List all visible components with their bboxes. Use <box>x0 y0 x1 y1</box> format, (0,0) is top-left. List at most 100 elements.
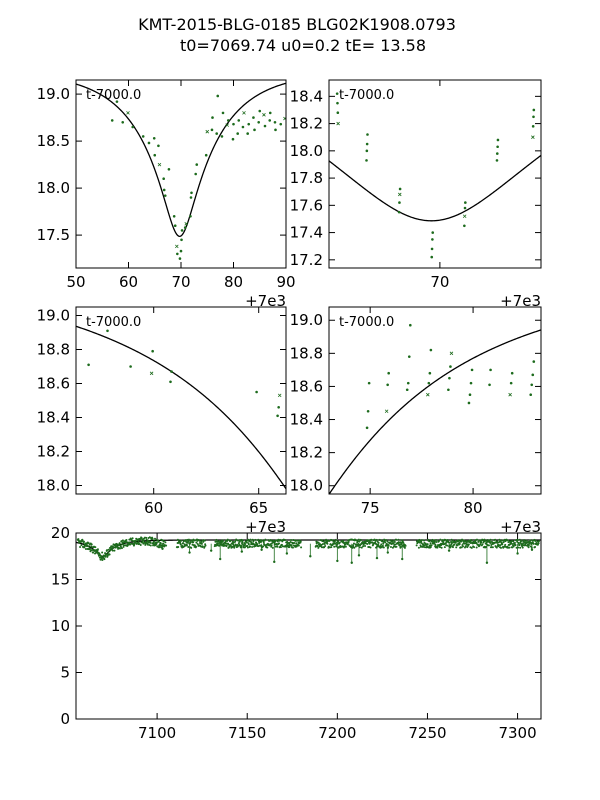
panel-5-plot-area <box>76 536 541 564</box>
data-point <box>87 542 90 545</box>
data-point <box>466 546 469 549</box>
data-point <box>176 252 179 256</box>
data-point <box>346 543 349 546</box>
data-point <box>87 545 90 548</box>
data-point <box>225 544 228 547</box>
data-point <box>242 543 245 546</box>
data-point <box>335 92 339 95</box>
data-point <box>525 539 528 542</box>
data-point <box>420 539 423 542</box>
data-point <box>511 542 514 545</box>
data-point <box>429 542 432 545</box>
data-point <box>141 135 145 138</box>
model-curve-line <box>329 329 541 494</box>
data-point <box>464 545 467 548</box>
data-point <box>103 558 106 561</box>
data-point <box>237 539 240 542</box>
x-tick-label: 70 <box>430 273 449 291</box>
data-point <box>99 558 102 561</box>
data-point <box>496 138 500 142</box>
data-point <box>438 546 441 549</box>
data-point <box>187 546 190 549</box>
data-point <box>518 543 521 546</box>
data-point <box>529 545 532 548</box>
data-point <box>92 551 95 554</box>
data-point <box>106 549 108 552</box>
data-point <box>317 546 320 549</box>
data-point <box>220 135 224 138</box>
data-point <box>387 544 390 547</box>
data-point <box>367 381 371 385</box>
x-tick-label: 60 <box>119 273 138 291</box>
data-point <box>254 538 257 541</box>
data-point <box>137 541 140 544</box>
data-point <box>362 545 365 548</box>
data-point <box>253 128 256 132</box>
data-point <box>434 543 437 546</box>
y-tick-label: 18.2 <box>37 443 70 461</box>
data-point <box>125 540 128 543</box>
data-point <box>287 544 290 547</box>
data-point-cross <box>242 111 246 115</box>
data-point <box>354 545 357 548</box>
panel-3-plot-area <box>76 325 286 490</box>
data-point <box>129 543 132 546</box>
data-point <box>262 541 265 544</box>
model-curve-line <box>329 154 541 222</box>
data-point <box>279 539 282 542</box>
panel-annotation: t-7000.0 <box>339 88 394 103</box>
data-point <box>316 545 319 548</box>
data-point <box>280 543 283 546</box>
data-point <box>176 538 179 541</box>
data-point <box>180 229 184 232</box>
data-point <box>155 541 158 544</box>
y-tick-label: 18.2 <box>290 444 323 462</box>
data-point <box>495 546 498 549</box>
data-point-cross <box>175 244 179 249</box>
data-point <box>276 540 279 543</box>
data-point <box>257 538 260 541</box>
data-point <box>252 116 255 119</box>
data-point <box>330 546 333 549</box>
data-point <box>257 121 261 124</box>
data-point <box>531 125 535 128</box>
data-point <box>514 543 517 546</box>
data-point <box>200 542 203 545</box>
data-point <box>107 548 110 551</box>
data-point <box>180 238 183 242</box>
data-point <box>189 196 193 199</box>
data-point <box>394 543 397 546</box>
data-point <box>521 545 524 548</box>
data-point <box>397 538 400 541</box>
data-point <box>375 538 378 541</box>
x-tick-label: 90 <box>276 273 295 291</box>
x-tick-label: 60 <box>144 499 163 517</box>
data-point <box>270 544 273 547</box>
data-point <box>464 201 467 204</box>
data-point <box>172 215 176 218</box>
data-point <box>344 543 347 546</box>
data-point <box>356 540 359 543</box>
data-point-cross <box>336 121 340 126</box>
data-point <box>430 247 434 251</box>
data-point <box>419 544 422 547</box>
data-point <box>400 545 403 548</box>
data-point <box>134 539 137 542</box>
data-point <box>334 538 337 541</box>
x-offset-label: +7e3 <box>245 292 286 310</box>
panel-3-axes-frame <box>75 306 287 495</box>
data-point <box>515 546 518 549</box>
data-point <box>475 538 478 541</box>
data-point <box>246 544 249 547</box>
data-point <box>162 540 165 543</box>
data-point <box>290 544 293 547</box>
data-point <box>224 542 227 545</box>
x-tick-label: 7200 <box>318 724 356 742</box>
data-point <box>359 538 362 541</box>
data-point <box>351 538 354 541</box>
data-point <box>415 544 418 547</box>
data-point <box>164 541 167 544</box>
x-tick-label: 7150 <box>228 724 266 742</box>
panel-4: 75 80 18.0 18.2 18.4 18.6 18.8 19.0 t-7000.0 +7e3 <box>290 306 542 536</box>
